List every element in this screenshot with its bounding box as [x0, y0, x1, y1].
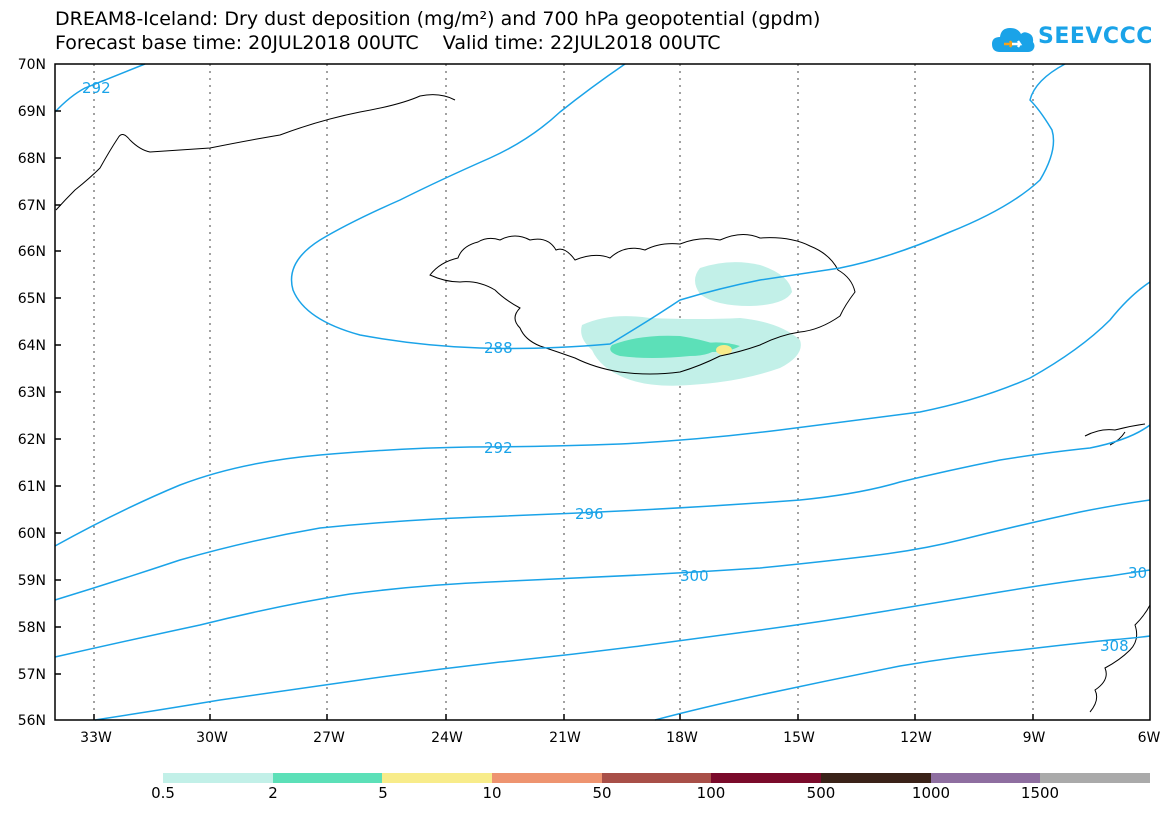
lon-label: 24W — [431, 730, 463, 746]
iceland-coastline — [429, 234, 856, 375]
logo-text: SEEVCCC — [1038, 24, 1153, 49]
lat-label: 63N — [18, 385, 46, 401]
lat-label: 56N — [18, 713, 46, 729]
contour-label-group: 292 288 292 296 300 30 308 — [82, 79, 1147, 655]
legend-label: 0.5 — [151, 784, 175, 802]
contour-292 — [54, 281, 1151, 547]
legend-swatch — [272, 773, 383, 783]
lat-label: 64N — [18, 338, 46, 354]
coastlines — [55, 94, 1151, 713]
lon-label: 12W — [900, 730, 932, 746]
legend-label: 10 — [482, 784, 502, 802]
legend-swatch — [711, 773, 822, 783]
lat-label: 61N — [18, 479, 46, 495]
latitude-labels: 70N 69N 68N 67N 66N 65N 64N 63N 62N 61N … — [18, 57, 46, 729]
map-title: DREAM8-Iceland: Dry dust deposition (mg/… — [55, 8, 821, 30]
lon-label: 9W — [1023, 730, 1046, 746]
lat-label: 65N — [18, 291, 46, 307]
contour-label: 30 — [1128, 564, 1147, 582]
cloud-icon — [992, 28, 1035, 52]
lat-label: 67N — [18, 198, 46, 214]
greenland-coastline — [55, 94, 456, 211]
contour-308 — [654, 635, 1151, 721]
lon-label: 15W — [783, 730, 815, 746]
lat-label: 70N — [18, 57, 46, 73]
legend-swatch — [601, 773, 712, 783]
legend-swatch — [930, 773, 1041, 783]
faroe-islands-coastline — [1084, 423, 1146, 437]
lon-label: 30W — [196, 730, 228, 746]
legend-swatch — [163, 773, 273, 783]
contour-292-north — [54, 63, 146, 113]
contour-label: 288 — [484, 339, 513, 357]
geopotential-contours — [54, 63, 1151, 721]
dust-deposition-field — [581, 262, 801, 386]
contour-label: 292 — [484, 439, 513, 457]
legend-label: 1000 — [911, 784, 951, 802]
lat-label: 62N — [18, 432, 46, 448]
legend-swatch — [1040, 773, 1151, 783]
contour-label: 292 — [82, 79, 111, 97]
lat-label: 66N — [18, 244, 46, 260]
lat-label: 60N — [18, 526, 46, 542]
legend-swatch — [382, 773, 493, 783]
lon-label: 33W — [80, 730, 112, 746]
grid-lines — [93, 64, 1034, 720]
contour-288 — [290, 63, 1066, 350]
deposition-area-high — [716, 345, 732, 355]
seevccc-logo: SEEVCCC — [990, 18, 1153, 60]
shetland-coastline — [1109, 431, 1126, 446]
lat-label: 59N — [18, 573, 46, 589]
contour-296 — [54, 424, 1151, 601]
lat-label: 57N — [18, 667, 46, 683]
map-subtitle: Forecast base time: 20JUL2018 00UTC Vali… — [55, 32, 721, 54]
legend-swatch — [492, 773, 602, 783]
lon-label: 27W — [313, 730, 345, 746]
contour-label: 300 — [680, 567, 709, 585]
legend-label: 2 — [268, 784, 278, 802]
lat-label: 69N — [18, 104, 46, 120]
deposition-area-medium — [610, 335, 720, 358]
color-scale-legend — [163, 773, 1151, 783]
lat-label: 58N — [18, 620, 46, 636]
lon-label: 6W — [1138, 730, 1161, 746]
legend-label: 100 — [696, 784, 726, 802]
contour-label: 308 — [1100, 637, 1129, 655]
lon-label: 18W — [666, 730, 698, 746]
lon-label: 21W — [549, 730, 581, 746]
contour-300 — [54, 499, 1151, 658]
lat-label: 68N — [18, 151, 46, 167]
legend-swatch — [821, 773, 931, 783]
contour-label: 296 — [575, 505, 604, 523]
legend-label: 500 — [806, 784, 836, 802]
legend-label: 1500 — [1020, 784, 1060, 802]
scotland-coastline — [1089, 604, 1151, 713]
longitude-labels: 33W 30W 27W 24W 21W 18W 15W 12W 9W 6W — [80, 730, 1160, 746]
map-frame — [54, 63, 1151, 721]
legend-label: 50 — [592, 784, 612, 802]
frame-ticks — [55, 110, 1034, 720]
legend-label: 5 — [378, 784, 388, 802]
contour-304 — [94, 569, 1151, 721]
